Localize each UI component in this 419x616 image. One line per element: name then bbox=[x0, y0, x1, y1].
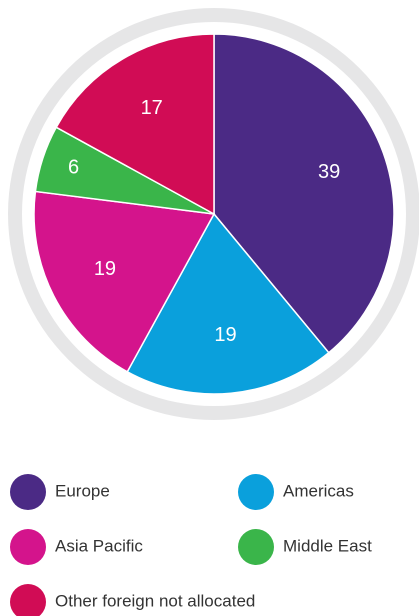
slice-label: 19 bbox=[94, 258, 116, 280]
slice-label: 17 bbox=[141, 97, 163, 119]
slice-label: 39 bbox=[318, 161, 340, 183]
legend-label: Europe bbox=[55, 481, 110, 500]
legend-swatch bbox=[10, 529, 46, 565]
legend-swatch bbox=[10, 584, 46, 616]
legend-swatch bbox=[10, 474, 46, 510]
slice-label: 19 bbox=[214, 324, 236, 346]
legend-swatch bbox=[238, 529, 274, 565]
pie-slice bbox=[33, 190, 216, 373]
legend-label: Middle East bbox=[283, 536, 372, 555]
pie-slice bbox=[213, 33, 395, 354]
legend-label: Americas bbox=[283, 481, 354, 500]
legend-swatch bbox=[238, 474, 274, 510]
pie-slice bbox=[55, 33, 215, 216]
pie-slice bbox=[126, 212, 330, 395]
legend-label: Asia Pacific bbox=[55, 536, 143, 555]
slice-label: 6 bbox=[68, 157, 79, 179]
legend-label: Other foreign not allocated bbox=[55, 591, 255, 610]
